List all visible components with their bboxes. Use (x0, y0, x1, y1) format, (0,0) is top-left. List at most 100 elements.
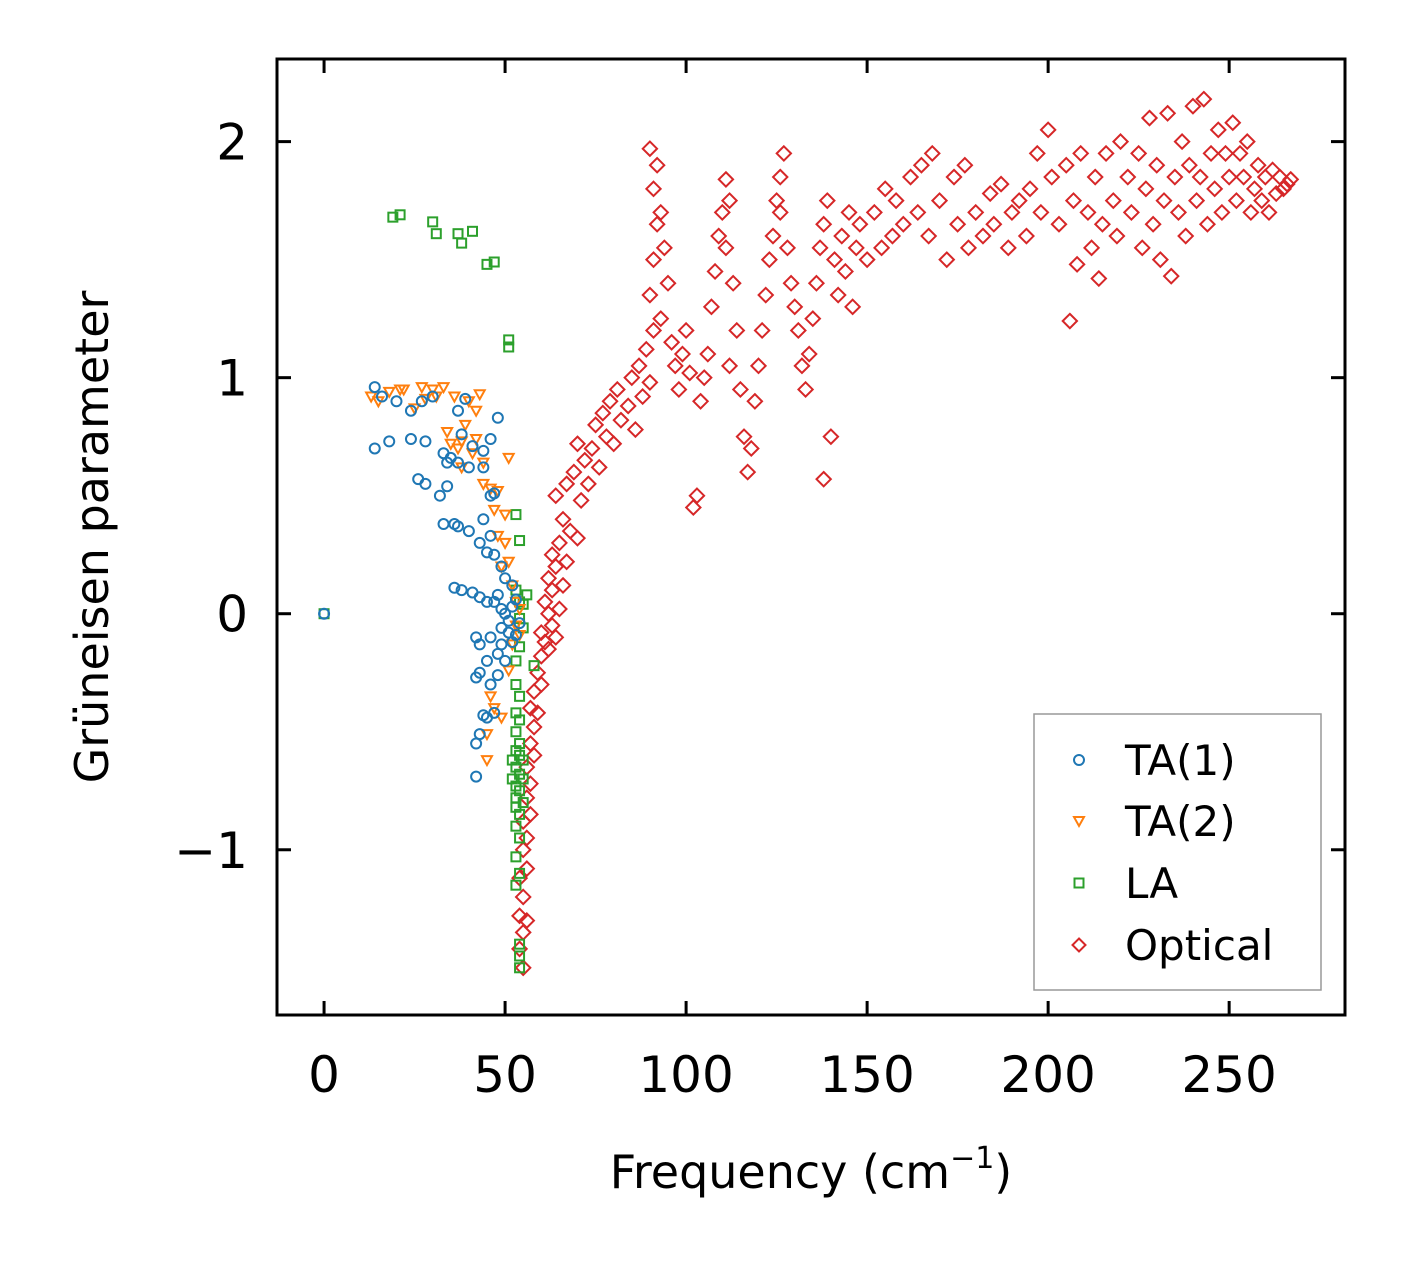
point-ta1 (488, 595, 501, 608)
point-optical (1278, 175, 1296, 193)
point-optical (844, 298, 862, 316)
point-optical (1032, 203, 1050, 221)
point-optical (735, 428, 753, 446)
legend-label-ta2: TA(2) (1124, 797, 1236, 846)
point-ta2 (382, 386, 396, 399)
point-optical (525, 746, 543, 764)
point-optical (1057, 156, 1075, 174)
point-ta1 (513, 617, 526, 630)
point-optical (1180, 156, 1198, 174)
point-optical (930, 192, 949, 210)
point-la (503, 341, 515, 353)
legend-marker-ta2 (1072, 816, 1086, 829)
point-ta1 (452, 404, 465, 417)
point-optical (550, 534, 568, 552)
point-la (427, 216, 439, 228)
point-ta1 (477, 461, 490, 474)
point-optical (786, 298, 804, 316)
point-optical (1097, 144, 1115, 162)
point-optical (836, 262, 854, 281)
point-optical (717, 170, 735, 188)
point-optical (912, 156, 930, 174)
point-optical (692, 392, 710, 410)
point-optical (587, 416, 605, 434)
point-la (510, 879, 522, 891)
point-optical (1166, 168, 1184, 186)
point-ta1 (448, 581, 461, 594)
point-optical (825, 251, 844, 269)
point-optical (521, 775, 539, 793)
point-optical (1162, 267, 1180, 285)
point-optical (1173, 133, 1191, 151)
point-la (456, 237, 468, 249)
point-optical (829, 286, 847, 304)
point-optical (992, 175, 1010, 193)
point-optical (608, 380, 626, 399)
point-optical (644, 321, 663, 340)
point-ta1 (383, 435, 396, 448)
point-optical (974, 227, 992, 245)
point-optical (663, 333, 681, 351)
point-ta1 (368, 442, 381, 455)
point-ta1 (462, 461, 475, 474)
point-optical (659, 274, 677, 292)
point-optical (514, 841, 532, 859)
point-optical (1224, 114, 1242, 132)
point-optical (1267, 184, 1285, 203)
point-ta2 (425, 384, 440, 397)
point-optical (1083, 239, 1101, 257)
point-optical (1021, 180, 1039, 198)
point-ta1 (375, 390, 388, 403)
point-ta1 (459, 392, 472, 405)
point-optical (1169, 203, 1188, 221)
point-ta1 (484, 433, 497, 446)
point-ta2 (473, 389, 487, 402)
point-optical (1245, 180, 1264, 198)
point-optical (1249, 156, 1267, 174)
x-axis-title-exponent: −1 (950, 1141, 994, 1176)
point-optical (518, 860, 536, 878)
point-optical (583, 439, 601, 458)
point-optical (630, 357, 648, 375)
y-tick-label: 0 (216, 586, 248, 644)
point-ta1 (484, 529, 497, 542)
point-optical (1177, 227, 1195, 245)
point-optical (579, 475, 597, 493)
point-ta1 (462, 525, 475, 538)
point-ta1 (473, 666, 486, 679)
x-tick-label: 250 (1181, 1046, 1276, 1104)
point-ta2 (487, 504, 501, 517)
point-la (510, 509, 522, 521)
point-ta2 (462, 396, 476, 409)
point-la (517, 754, 529, 766)
point-optical (623, 369, 641, 387)
point-optical (1195, 90, 1213, 108)
point-la (510, 820, 522, 832)
point-optical (909, 203, 927, 221)
point-optical (981, 184, 999, 203)
point-optical (532, 675, 550, 694)
point-optical (681, 364, 699, 382)
point-optical (568, 435, 587, 453)
point-optical (746, 392, 764, 410)
point-optical (1010, 192, 1028, 210)
point-ta2 (451, 443, 465, 456)
point-optical (1159, 104, 1177, 122)
point-optical (717, 239, 735, 257)
point-ta1 (502, 614, 515, 627)
point-ta1 (455, 584, 468, 597)
point-optical (1191, 168, 1209, 186)
point-optical (547, 487, 565, 505)
point-optical (753, 321, 771, 340)
point-optical (858, 251, 876, 269)
legend-markers (1071, 754, 1087, 953)
point-la (528, 660, 540, 672)
point-la (514, 867, 526, 879)
point-la (514, 714, 526, 726)
point-ta2 (436, 382, 451, 395)
point-optical (532, 624, 550, 642)
point-optical (1260, 203, 1278, 221)
point-la (387, 211, 399, 223)
y-axis-title: Grüneisen parameter (65, 290, 119, 783)
point-optical (1003, 203, 1021, 221)
